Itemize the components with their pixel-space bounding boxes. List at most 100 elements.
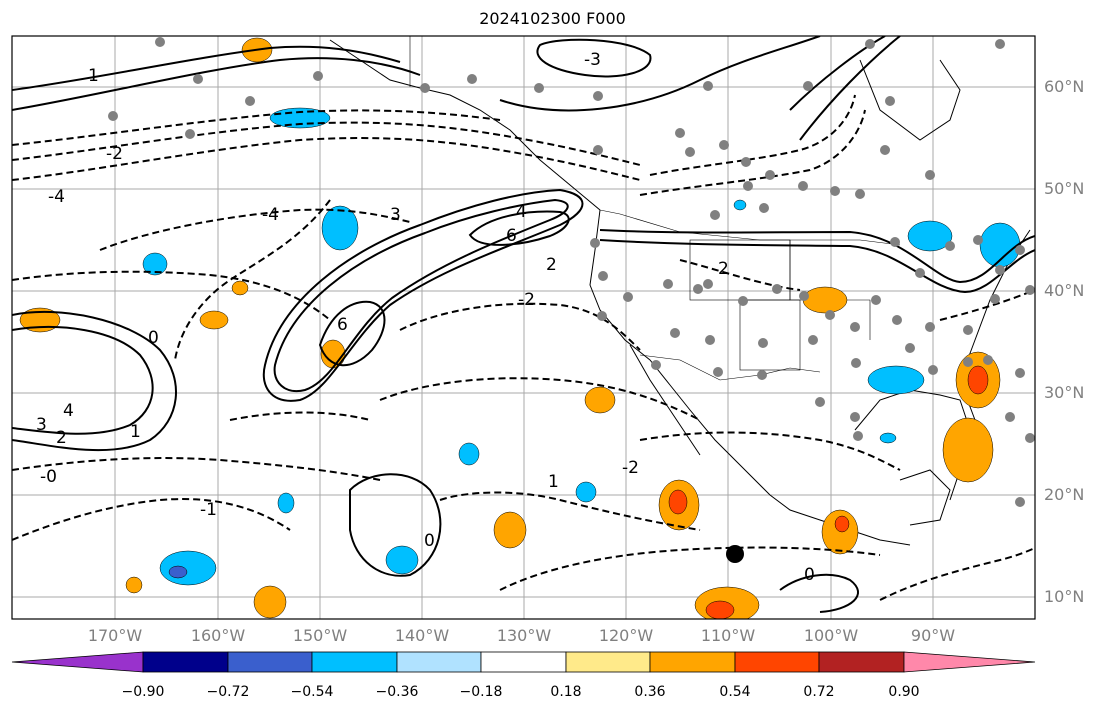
anomaly-negative bbox=[733, 199, 747, 211]
anomaly-positive bbox=[802, 286, 848, 314]
lon-label: 110°W bbox=[700, 626, 756, 645]
colorbar-segment bbox=[480, 651, 567, 673]
colorbar-tick-label: −0.72 bbox=[206, 684, 250, 700]
contour-label: 1 bbox=[88, 66, 99, 86]
contour-label: 3 bbox=[390, 205, 401, 225]
contour-line bbox=[399, 302, 641, 351]
contour-label: 2 bbox=[718, 259, 729, 279]
contour-line bbox=[12, 498, 291, 541]
anomaly-positive bbox=[668, 489, 688, 515]
lat-label: 50°N bbox=[1044, 179, 1085, 198]
contour-lines bbox=[12, 36, 1035, 613]
lat-label: 60°N bbox=[1044, 77, 1085, 96]
contour-line bbox=[318, 300, 386, 367]
contour-label: 3 bbox=[36, 415, 47, 435]
anomaly-negative bbox=[269, 107, 331, 129]
hudson-bay bbox=[859, 59, 961, 141]
contour-line bbox=[12, 121, 641, 166]
contour-line bbox=[349, 473, 442, 577]
colorbar-tick-label: −0.90 bbox=[121, 684, 165, 700]
contour-label: 1 bbox=[548, 472, 559, 492]
anomaly-negative bbox=[168, 565, 188, 579]
colorbar-segment bbox=[734, 651, 820, 673]
colorbar-tick-label: −0.36 bbox=[375, 684, 419, 700]
baja-peninsula bbox=[629, 344, 701, 456]
colorbar-segment bbox=[396, 651, 482, 673]
contour-label: -1 bbox=[200, 500, 217, 520]
contour-label: 2 bbox=[546, 255, 557, 275]
contour-label: -2 bbox=[622, 458, 639, 478]
colorbar-low-extend bbox=[11, 651, 144, 673]
contour-line bbox=[468, 210, 570, 246]
lon-label: 90°W bbox=[910, 626, 956, 645]
anomaly-positive bbox=[584, 386, 616, 414]
colorbar-tick-label: −0.18 bbox=[459, 684, 503, 700]
contour-label: 0 bbox=[804, 565, 815, 585]
lon-label: 160°W bbox=[190, 626, 246, 645]
contour-line bbox=[499, 36, 821, 112]
contour-line bbox=[799, 36, 901, 141]
colorbar-tick-label: −0.54 bbox=[290, 684, 334, 700]
contour-line bbox=[262, 188, 584, 402]
contour-label: 0 bbox=[424, 531, 435, 551]
lat-label: 10°N bbox=[1044, 587, 1085, 606]
contour-label: 0 bbox=[148, 328, 159, 348]
lon-label: 100°W bbox=[803, 626, 859, 645]
contour-line bbox=[639, 109, 866, 196]
lon-label: 150°W bbox=[292, 626, 348, 645]
contour-line bbox=[536, 38, 652, 78]
colorbar-tick-label: 0.90 bbox=[888, 684, 920, 700]
anomaly-positive bbox=[199, 310, 229, 330]
contour-line bbox=[99, 208, 411, 251]
contour-line bbox=[499, 546, 881, 591]
anomaly-negative bbox=[142, 252, 168, 276]
lon-label: 130°W bbox=[496, 626, 552, 645]
anomaly-positive bbox=[942, 417, 994, 483]
contour-line bbox=[779, 573, 859, 613]
contour-line bbox=[174, 199, 331, 361]
chart-title: 2024102300 F000 bbox=[479, 9, 626, 28]
alaska-coast bbox=[329, 39, 601, 211]
colorbar-segment bbox=[649, 651, 736, 673]
lat-label: 20°N bbox=[1044, 485, 1085, 504]
contour-label: -2 bbox=[518, 290, 535, 310]
contour-line bbox=[439, 491, 701, 531]
colorbar-tick-label: 0.72 bbox=[803, 684, 835, 700]
anomaly-negative bbox=[321, 205, 359, 251]
contour-line bbox=[789, 36, 886, 111]
contour-line bbox=[12, 270, 331, 321]
contour-label: -3 bbox=[584, 50, 601, 70]
anomaly-negative bbox=[575, 481, 597, 503]
contour-line bbox=[679, 259, 801, 291]
colorbar-segment bbox=[311, 651, 398, 673]
contour-label: 4 bbox=[516, 202, 527, 222]
contour-line bbox=[12, 45, 401, 91]
contour-line bbox=[599, 239, 1035, 294]
contour-line bbox=[229, 411, 371, 421]
lat-label: 40°N bbox=[1044, 281, 1085, 300]
anomaly-negative bbox=[385, 545, 419, 575]
contour-line bbox=[879, 547, 1035, 601]
contour-line bbox=[12, 109, 501, 146]
anomaly-negative bbox=[867, 365, 925, 395]
anomaly-negative bbox=[907, 220, 953, 252]
anomaly-positive bbox=[821, 509, 859, 555]
contour-label: -4 bbox=[48, 187, 65, 207]
lon-label: 120°W bbox=[598, 626, 654, 645]
colorbar bbox=[11, 651, 1036, 673]
contour-line bbox=[273, 198, 569, 393]
contour-line bbox=[12, 326, 154, 435]
station-markers bbox=[108, 37, 1035, 507]
anomaly-positive bbox=[493, 511, 527, 549]
colorbar-segment bbox=[142, 651, 229, 673]
storm-marker bbox=[726, 545, 744, 563]
contour-line bbox=[12, 57, 421, 111]
contour-label: 1 bbox=[130, 422, 141, 442]
contour-label: 2 bbox=[56, 428, 67, 448]
colorbar-tick-label: 0.54 bbox=[719, 684, 751, 700]
anomaly-negative bbox=[879, 432, 897, 444]
contour-line bbox=[639, 431, 901, 471]
contour-label: 6 bbox=[337, 315, 348, 335]
anomaly-negative bbox=[277, 492, 295, 514]
contour-line bbox=[12, 310, 177, 452]
